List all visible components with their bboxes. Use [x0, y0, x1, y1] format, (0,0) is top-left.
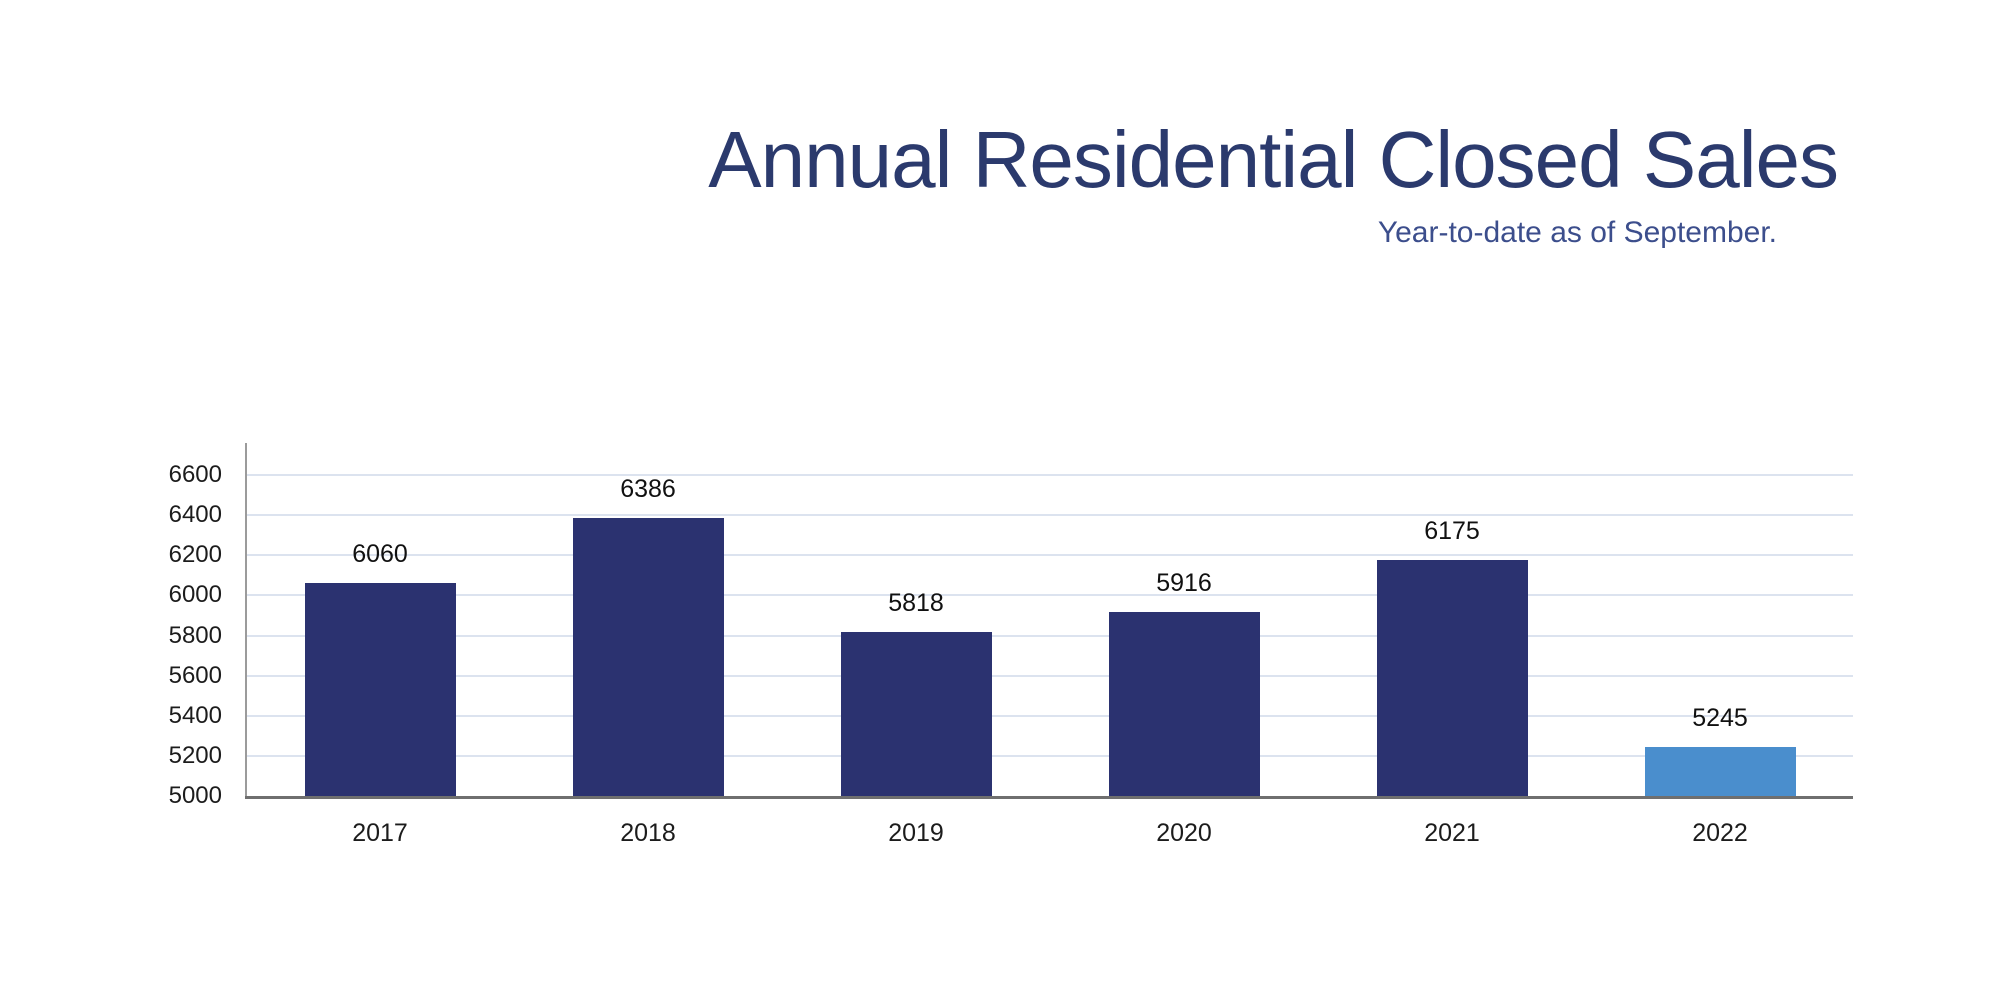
y-tick-label: 5000: [168, 782, 222, 809]
gridline: [247, 474, 1853, 476]
y-tick-label: 6200: [168, 541, 222, 569]
y-tick-label: 5600: [168, 661, 222, 689]
x-axis-line: [245, 796, 1853, 799]
x-tick-label: 2022: [1692, 819, 1748, 847]
x-tick-label: 2019: [888, 819, 944, 847]
x-tick-label: 2020: [1156, 819, 1212, 847]
gridline: [247, 754, 1853, 757]
bar-2020: [1108, 612, 1260, 796]
bar-2022: [1644, 747, 1796, 796]
bar-value-label: 6060: [352, 540, 408, 568]
y-tick-label: 5400: [168, 701, 222, 729]
chart-subtitle: Year-to-date as of September.: [1377, 216, 1777, 249]
gridline: [247, 594, 1853, 597]
bar-value-label: 5916: [1156, 569, 1212, 597]
bar-value-label: 5245: [1692, 704, 1748, 732]
gridline: [247, 714, 1853, 717]
gridline: [247, 634, 1853, 637]
gridline: [247, 674, 1853, 677]
x-tick-label: 2018: [620, 819, 676, 847]
y-tick-label: 6400: [168, 501, 222, 529]
x-tick-label: 2021: [1424, 819, 1480, 847]
bar-value-label: 5818: [888, 589, 944, 617]
bar-value-label: 6386: [620, 475, 676, 503]
chart-title: Annual Residential Closed Sales: [708, 115, 1839, 204]
y-tick-label: 5800: [168, 621, 222, 649]
bar-2018: [572, 518, 724, 796]
y-tick-label: 6600: [168, 461, 222, 488]
y-tick-label: 6000: [168, 581, 222, 609]
chart-header: Annual Residential Closed Sales Year-to-…: [708, 115, 1839, 250]
bar-2017: [304, 583, 456, 796]
bar-value-label: 6175: [1424, 517, 1480, 545]
y-axis-line: [245, 443, 247, 798]
y-tick-label: 5200: [168, 741, 222, 769]
gridline: [247, 514, 1853, 517]
gridline: [247, 554, 1853, 557]
x-tick-label: 2017: [352, 819, 408, 847]
bar-2019: [840, 632, 992, 796]
bar-2021: [1376, 560, 1528, 796]
